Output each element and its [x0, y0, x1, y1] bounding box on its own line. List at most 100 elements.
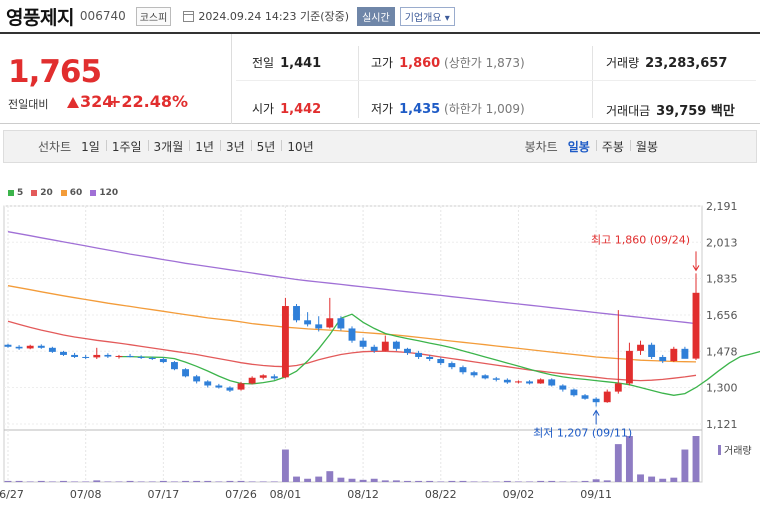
x-tick-label: 07/17: [148, 488, 180, 501]
company-info-label: 기업개요: [404, 12, 442, 24]
volume-bar: [270, 481, 278, 482]
candle-body: [337, 318, 345, 329]
volume-bar: [348, 478, 356, 482]
volume-bar: [326, 471, 334, 482]
period-1y[interactable]: 1년: [189, 138, 220, 155]
volume-bar: [381, 480, 389, 482]
volume-bar: [293, 476, 300, 482]
volume-bar: [226, 480, 234, 482]
volume-bar: [548, 480, 556, 482]
candle-body: [148, 357, 156, 360]
candle-body: [104, 354, 112, 357]
stock-chart[interactable]: 06/27 07/08 07/17 07/26 08/01 08/12 08/22 09/02…: [0, 196, 760, 510]
volume: 거래량 23,283,657: [606, 54, 727, 71]
volume-bar: [681, 449, 689, 482]
volume-bar: [337, 477, 345, 482]
candle-monthly[interactable]: 월봉: [629, 138, 664, 155]
line-chart-label: 선차트: [38, 140, 72, 154]
volume-bar: [648, 476, 656, 482]
candle-body: [637, 344, 644, 351]
open-label: 시가: [252, 102, 275, 116]
legend-ma60-label: 60: [69, 188, 83, 198]
volume-bar: [370, 478, 378, 482]
candle-body: [503, 379, 511, 383]
candle-body: [537, 379, 545, 384]
candle-body: [614, 383, 622, 392]
candle-body: [93, 354, 101, 358]
period-5y[interactable]: 5년: [250, 138, 282, 155]
volume-legend: 거래량: [718, 442, 752, 457]
company-info-dropdown[interactable]: 기업개요 ▾: [399, 6, 455, 26]
x-tick-label: 06/27: [0, 488, 24, 501]
candle-body: [359, 340, 367, 347]
volume-value: 23,283,657: [645, 56, 728, 71]
candle-body: [625, 350, 633, 384]
candle-body: [82, 356, 90, 358]
volume-bar: [93, 480, 101, 482]
up-triangle-icon: [67, 97, 79, 108]
candle-body: [648, 344, 656, 357]
volume-bar: [148, 481, 156, 482]
y-tick-label: 1,656: [706, 309, 738, 322]
candle-body: [15, 346, 23, 349]
candle-body: [71, 354, 79, 357]
candle-body: [481, 375, 489, 379]
candle-daily[interactable]: 일봉: [567, 140, 590, 154]
candle-body: [193, 376, 201, 382]
change-value: 324: [67, 92, 113, 111]
ma-line-ma120: [7, 231, 697, 325]
candle-body: [592, 398, 600, 403]
period-1d[interactable]: 1일: [81, 140, 100, 154]
live-button[interactable]: 실시간: [357, 6, 395, 26]
y-tick-label: 1,121: [706, 418, 738, 431]
volume-bar: [659, 478, 667, 482]
candle-body: [426, 356, 434, 360]
candle-body: [48, 347, 56, 352]
volume-bar: [392, 480, 400, 482]
candle-body: [137, 356, 145, 358]
period-10y[interactable]: 10년: [281, 138, 319, 155]
candle-body: [581, 395, 589, 399]
candle-body: [559, 385, 567, 390]
y-tick-label: 1,300: [706, 382, 738, 395]
volume-bar: [526, 481, 533, 482]
calendar-icon: [183, 10, 195, 22]
legend-ma20: 20: [31, 188, 53, 198]
amount-label: 거래대금: [606, 104, 651, 118]
volume-bar: [670, 477, 678, 482]
period-1w[interactable]: 1주일: [105, 138, 148, 155]
legend-ma60: 60: [60, 188, 83, 198]
x-tick-label: 08/12: [347, 488, 379, 501]
y-tick-label: 1,478: [706, 345, 738, 358]
candle-body: [237, 383, 245, 390]
low-value: 1,435: [399, 102, 441, 117]
period-3y[interactable]: 3년: [219, 138, 251, 155]
prev-close: 전일 1,441: [252, 54, 321, 71]
candle-body: [204, 381, 212, 386]
candle-body: [281, 306, 289, 378]
candle-body: [215, 385, 223, 388]
open-price: 시가 1,442: [252, 100, 321, 117]
volume-bar: [570, 481, 578, 482]
stock-header: 영풍제지 006740 코스피 2024.09.24 14:23 기준(장중) …: [0, 0, 760, 32]
volume-bar: [104, 481, 112, 482]
price-summary: 1,765 전일대비 324 +22.48% 전일 1,441 고가 1,860 (…: [0, 32, 760, 124]
volume-bar: [692, 436, 700, 482]
market-badge: 코스피: [135, 6, 172, 26]
candle-weekly[interactable]: 주봉: [595, 138, 630, 155]
volume-bar: [182, 480, 189, 482]
legend-ma120-label: 120: [99, 188, 119, 198]
volume-bar: [614, 444, 622, 482]
volume-bar: [37, 480, 45, 482]
candle-body: [60, 351, 67, 355]
volume-bar: [625, 436, 633, 482]
volume-bar: [71, 481, 79, 482]
legend-ma120: 120: [90, 188, 118, 198]
volume-bar: [448, 480, 456, 482]
candle-body: [526, 381, 533, 384]
period-3m[interactable]: 3개월: [147, 138, 190, 155]
candle-body: [315, 324, 323, 329]
upper-limit: (상한가 1,873): [444, 56, 525, 70]
candle-body: [603, 391, 611, 403]
low-annotation: 최저 1,207 (09/11): [533, 426, 632, 439]
